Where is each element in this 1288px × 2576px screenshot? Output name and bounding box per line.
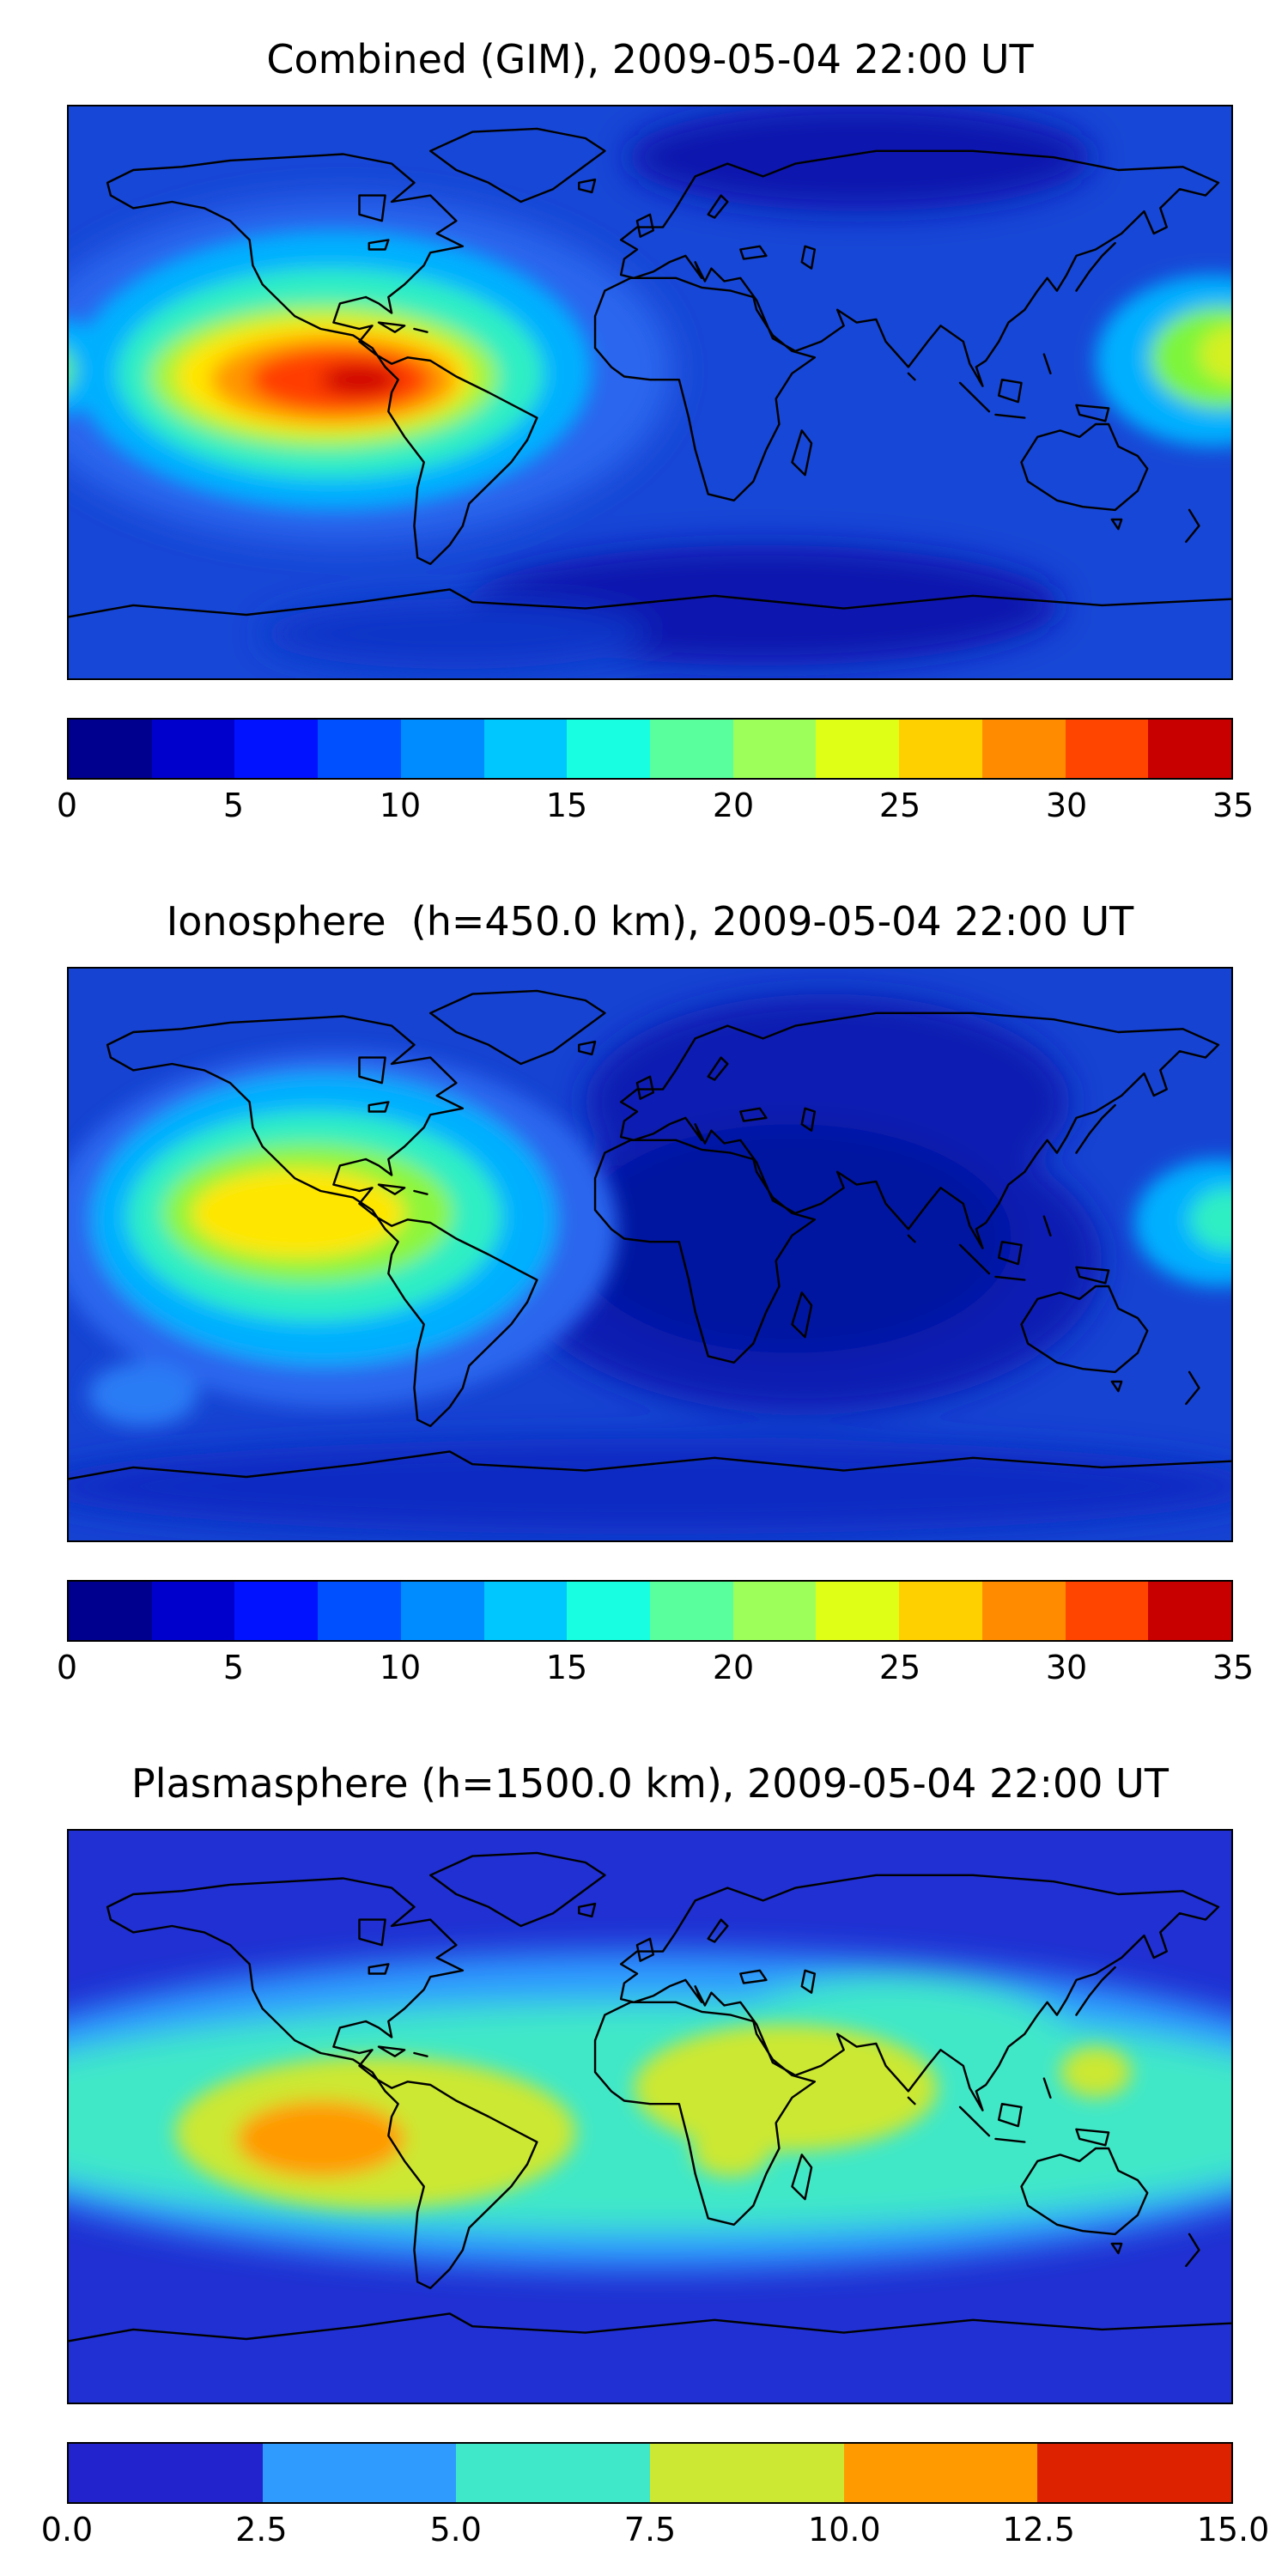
colorbar-segment — [69, 720, 152, 778]
colorbar-tick-label: 25 — [878, 787, 921, 824]
colorbar-tick-label: 35 — [1212, 787, 1255, 824]
colorbar-segment — [732, 720, 817, 778]
colorbar-segment — [816, 1582, 900, 1640]
colorbar-segment — [69, 2444, 263, 2502]
colorbar-segment — [732, 1582, 817, 1640]
colorbar-segment — [234, 720, 319, 778]
colorbar-tick-label: 5.0 — [429, 2511, 482, 2549]
colorbar-tick-label: 0.0 — [40, 2511, 94, 2549]
colorbar-tick-label: 7.5 — [623, 2511, 677, 2549]
colorbar-segment — [234, 1582, 319, 1640]
colorbar-segment — [1148, 720, 1232, 778]
colorbar-tick-label: 5 — [222, 787, 245, 824]
colorbar-segment — [151, 1582, 235, 1640]
colorbar-tick-label: 10 — [379, 787, 422, 824]
contour-fills-hotspots — [69, 230, 1231, 510]
colorbar-tick-label: 20 — [712, 787, 755, 824]
colorbar-tick-label: 15.0 — [1196, 2511, 1270, 2549]
map-canvas-combined — [69, 106, 1231, 678]
colorbar-segment — [262, 2444, 457, 2502]
contour-fills-broad — [69, 993, 1231, 1534]
contour-fills-hotspots — [175, 2024, 1132, 2209]
map-canvas-plasmasphere — [69, 1831, 1231, 2403]
colorbar-segment — [567, 1582, 651, 1640]
colorbar-segment — [483, 720, 568, 778]
panel-title-plasmasphere: Plasmasphere (h=1500.0 km), 2009-05-04 2… — [131, 1760, 1169, 1807]
panel-ionosphere: Ionosphere (h=450.0 km), 2009-05-04 22:0… — [0, 898, 1288, 1693]
colorbar-tick-label: 15 — [545, 787, 588, 824]
colorbar-ticks-ionosphere: 0 5 10 15 20 25 30 35 — [57, 1649, 1254, 1693]
colorbar-segment — [1065, 720, 1149, 778]
colorbar-segment — [1065, 1582, 1149, 1640]
colorbar-segment — [567, 720, 651, 778]
colorbar-ionosphere — [67, 1580, 1233, 1642]
colorbar-segment — [318, 1582, 401, 1640]
colorbar-tick-label: 35 — [1212, 1649, 1255, 1686]
colorbar-ticks-combined: 0 5 10 15 20 25 30 35 — [57, 787, 1254, 831]
colorbar-segment — [650, 1582, 733, 1640]
map-canvas-ionosphere — [69, 969, 1231, 1540]
panel-title-combined: Combined (GIM), 2009-05-04 22:00 UT — [266, 36, 1034, 82]
map-frame-combined — [67, 105, 1233, 680]
colorbar-segment — [981, 720, 1066, 778]
colorbar-combined — [67, 718, 1233, 780]
map-frame-plasmasphere — [67, 1829, 1233, 2404]
colorbar-segment — [483, 1582, 568, 1640]
colorbar-tick-label: 30 — [1045, 787, 1088, 824]
colorbar-segment — [151, 720, 235, 778]
colorbar-segment — [650, 720, 733, 778]
colorbar-segment — [843, 2444, 1038, 2502]
colorbar-tick-label: 2.5 — [235, 2511, 288, 2549]
colorbar-segment — [899, 720, 982, 778]
map-frame-ionosphere — [67, 967, 1233, 1542]
colorbar-tick-label: 25 — [878, 1649, 921, 1686]
colorbar-segment — [318, 720, 401, 778]
colorbar-tick-label: 0 — [56, 787, 78, 824]
colorbar-plasmasphere — [67, 2442, 1233, 2504]
colorbar-segment — [816, 720, 900, 778]
colorbar-segment — [400, 1582, 484, 1640]
colorbar-segment — [650, 2444, 844, 2502]
colorbar-tick-label: 10.0 — [808, 2511, 881, 2549]
colorbar-tick-label: 12.5 — [1002, 2511, 1075, 2549]
colorbar-tick-label: 20 — [712, 1649, 755, 1686]
colorbar-segment — [899, 1582, 982, 1640]
contour-fills-hotspots — [69, 1051, 1231, 1426]
colorbar-segment — [69, 1582, 152, 1640]
colorbar-segment — [456, 2444, 651, 2502]
colorbar-tick-label: 10 — [379, 1649, 422, 1686]
colorbar-segment — [1148, 1582, 1232, 1640]
colorbar-tick-label: 15 — [545, 1649, 588, 1686]
panel-combined: Combined (GIM), 2009-05-04 22:00 UT — [0, 36, 1288, 831]
panel-plasmasphere: Plasmasphere (h=1500.0 km), 2009-05-04 2… — [0, 1760, 1288, 2555]
colorbar-segment — [1037, 2444, 1232, 2502]
colorbar-segment — [981, 1582, 1066, 1640]
colorbar-tick-label: 30 — [1045, 1649, 1088, 1686]
colorbar-tick-label: 5 — [222, 1649, 245, 1686]
colorbar-ticks-plasmasphere: 0.0 2.5 5.0 7.5 10.0 12.5 15.0 — [41, 2511, 1270, 2555]
panel-title-ionosphere: Ionosphere (h=450.0 km), 2009-05-04 22:0… — [166, 898, 1134, 945]
colorbar-tick-label: 0 — [56, 1649, 78, 1686]
colorbar-segment — [400, 720, 484, 778]
